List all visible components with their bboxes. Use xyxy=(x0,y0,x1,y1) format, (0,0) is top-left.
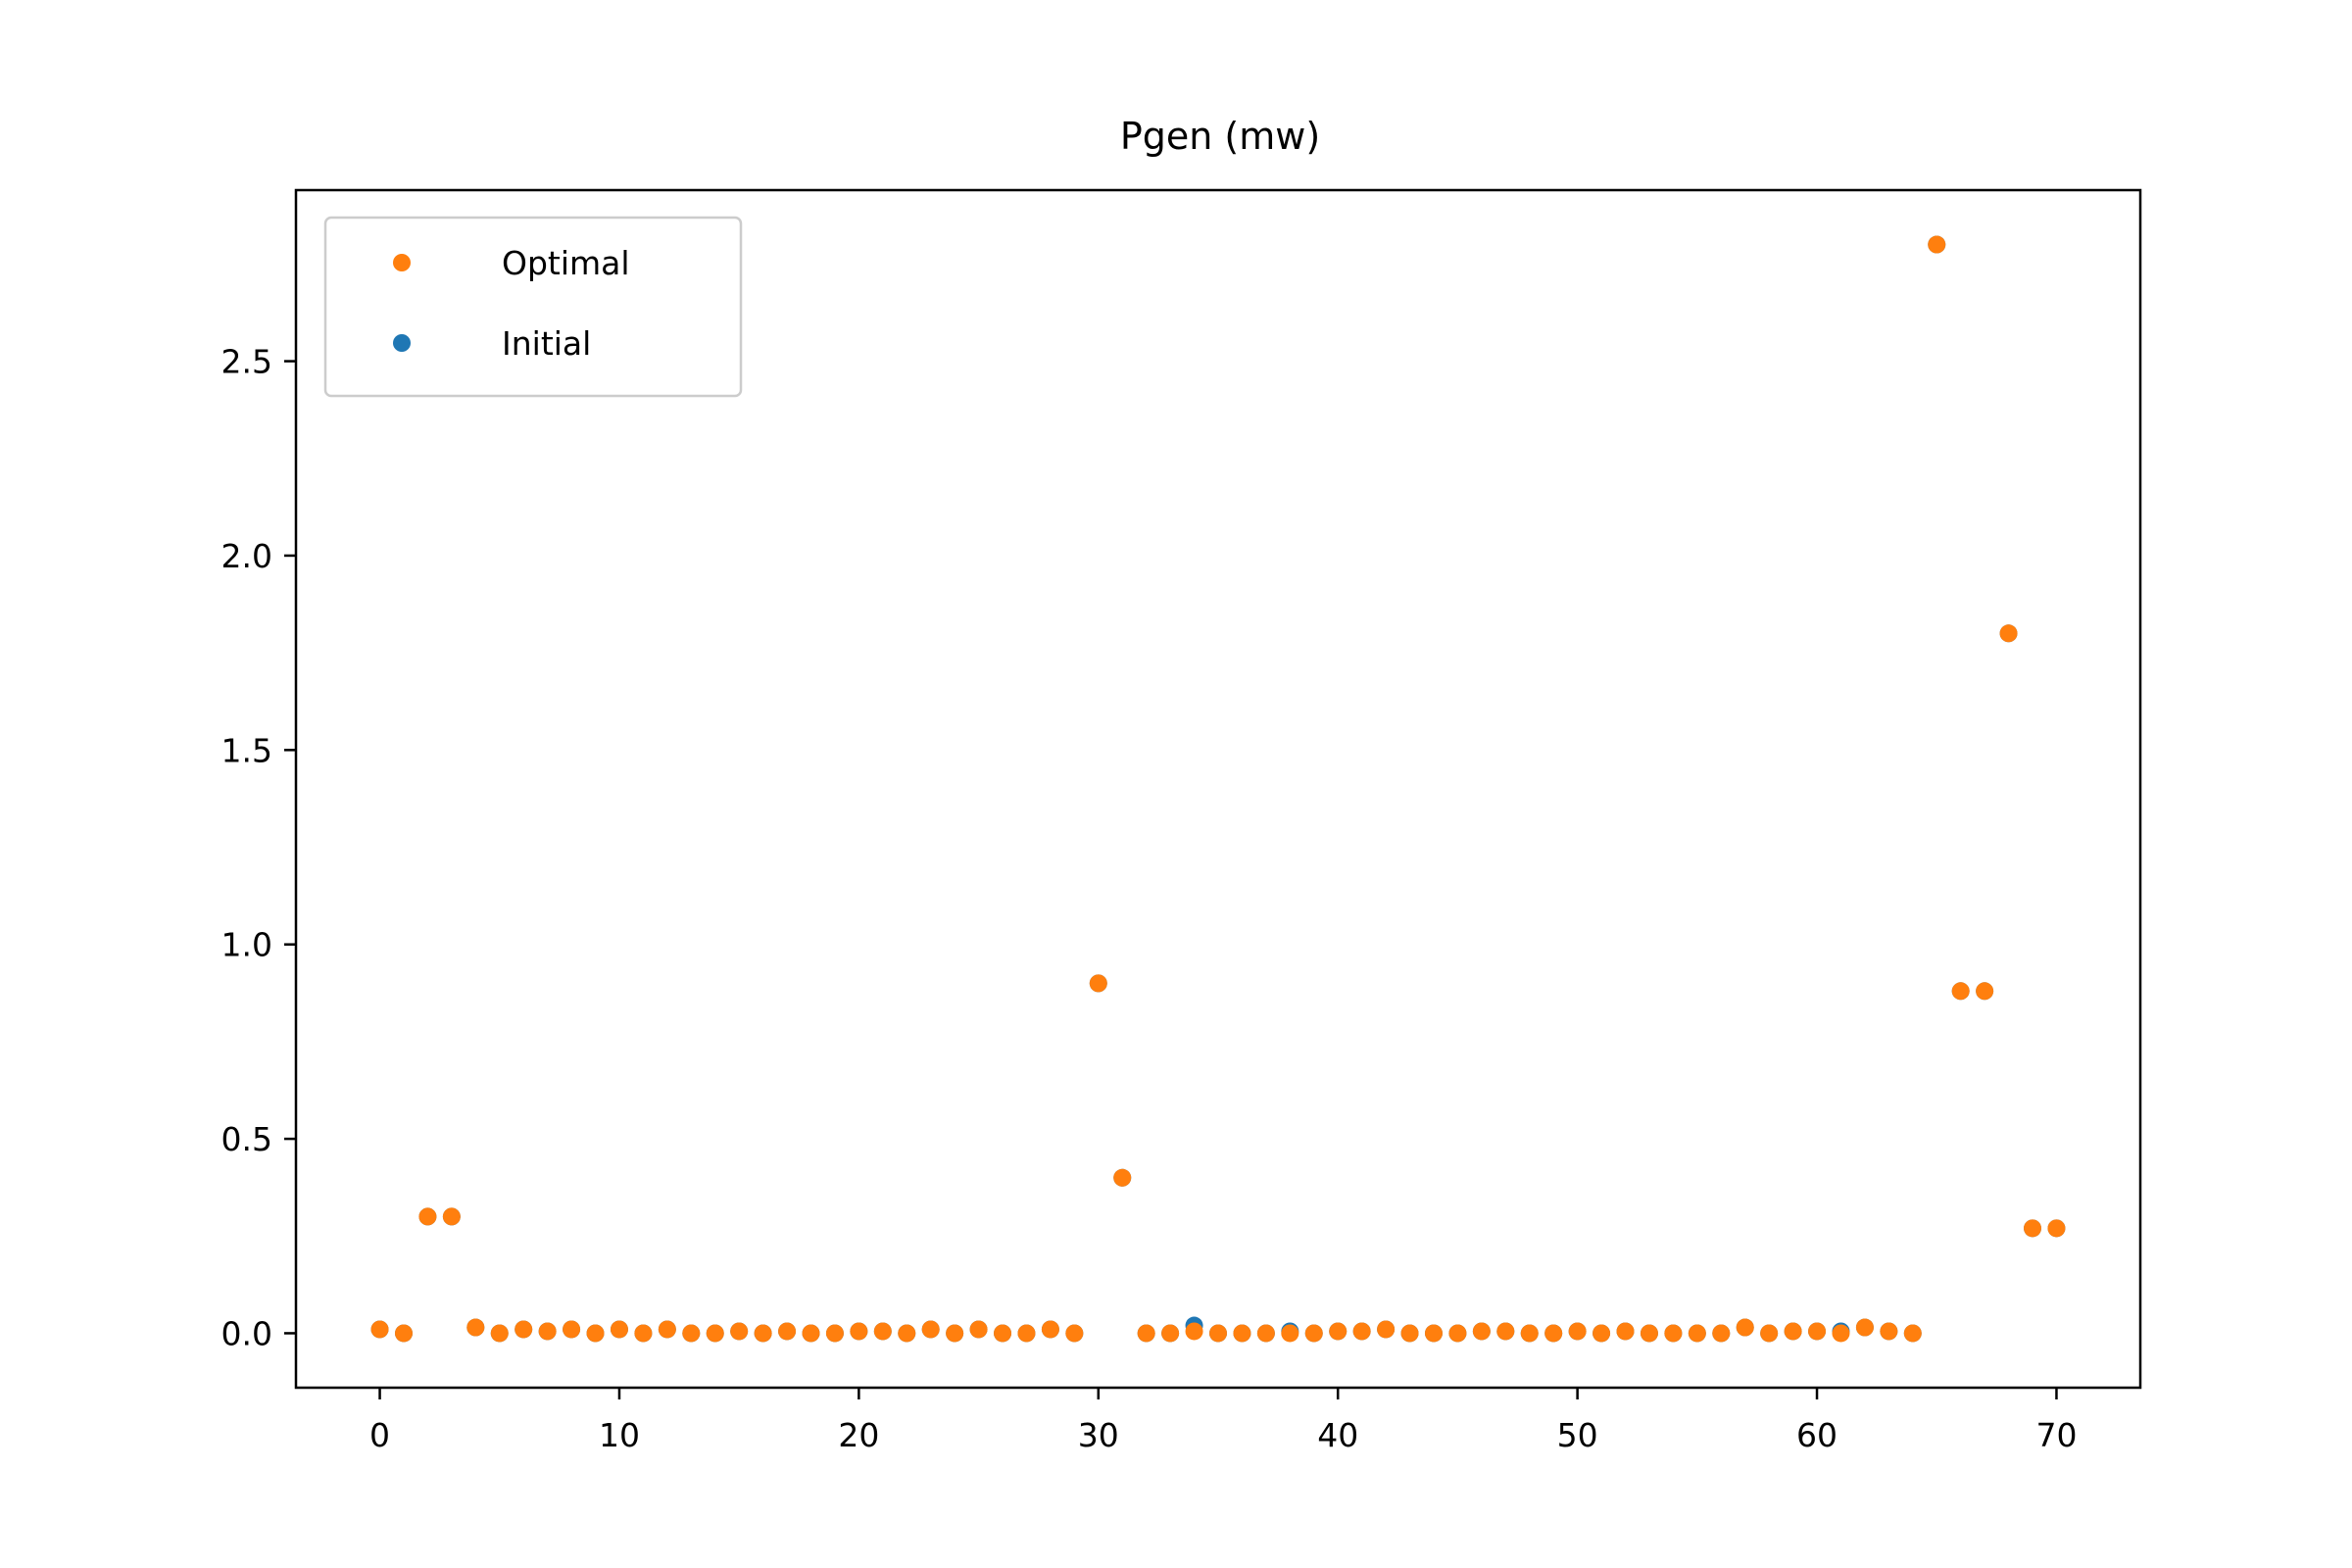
y-tick-label-1: 1.0 xyxy=(221,926,272,964)
point-optimal-66 xyxy=(1951,982,1970,1001)
point-optimal-42 xyxy=(1377,1320,1396,1339)
point-optimal-25 xyxy=(969,1320,988,1339)
point-optimal-13 xyxy=(682,1324,701,1343)
point-optimal-51 xyxy=(1592,1324,1611,1343)
point-optimal-59 xyxy=(1784,1322,1802,1341)
point-optimal-61 xyxy=(1832,1324,1850,1343)
point-optimal-49 xyxy=(1544,1324,1563,1343)
point-optimal-37 xyxy=(1256,1324,1275,1343)
y-tick-label-2: 2.0 xyxy=(221,537,272,575)
point-optimal-16 xyxy=(754,1324,772,1343)
point-optimal-28 xyxy=(1041,1320,1059,1339)
point-optimal-15 xyxy=(730,1322,749,1341)
x-tick-label-40: 40 xyxy=(1317,1416,1358,1454)
legend-label-initial: Initial xyxy=(502,324,591,363)
point-optimal-1 xyxy=(394,1324,413,1343)
point-optimal-57 xyxy=(1736,1318,1754,1337)
plot-frame xyxy=(294,188,2142,1390)
x-tick-label-0: 0 xyxy=(369,1416,390,1454)
point-optimal-60 xyxy=(1808,1322,1827,1341)
point-optimal-63 xyxy=(1880,1322,1898,1341)
point-optimal-70 xyxy=(2047,1219,2066,1238)
point-optimal-8 xyxy=(563,1320,581,1339)
point-optimal-45 xyxy=(1448,1324,1467,1343)
point-optimal-47 xyxy=(1496,1322,1515,1341)
point-optimal-3 xyxy=(442,1207,461,1226)
point-optimal-62 xyxy=(1855,1318,1874,1337)
point-optimal-43 xyxy=(1400,1324,1419,1343)
x-tick-label-20: 20 xyxy=(838,1416,879,1454)
point-optimal-26 xyxy=(994,1324,1012,1343)
point-optimal-34 xyxy=(1185,1322,1203,1341)
point-optimal-29 xyxy=(1065,1324,1084,1343)
y-tick-label-0.5: 0.5 xyxy=(221,1120,272,1158)
y-tick-label-2.5: 2.5 xyxy=(221,343,272,381)
chart-title: Pgen (mw) xyxy=(1120,115,1320,158)
legend-box xyxy=(323,216,743,398)
point-optimal-11 xyxy=(634,1324,653,1343)
point-optimal-18 xyxy=(802,1324,820,1343)
point-optimal-31 xyxy=(1113,1168,1132,1187)
point-optimal-39 xyxy=(1304,1324,1323,1343)
point-optimal-33 xyxy=(1161,1324,1180,1343)
point-optimal-52 xyxy=(1616,1322,1635,1341)
point-optimal-4 xyxy=(466,1318,485,1337)
x-tick-label-10: 10 xyxy=(599,1416,640,1454)
point-optimal-20 xyxy=(850,1322,868,1341)
point-optimal-64 xyxy=(1903,1324,1922,1343)
x-tick-label-70: 70 xyxy=(2035,1416,2077,1454)
point-optimal-23 xyxy=(921,1320,940,1339)
point-optimal-35 xyxy=(1209,1324,1227,1343)
point-optimal-65 xyxy=(1928,235,1946,254)
point-optimal-14 xyxy=(706,1324,724,1343)
point-optimal-2 xyxy=(418,1207,437,1226)
point-optimal-0 xyxy=(370,1320,389,1339)
point-optimal-46 xyxy=(1472,1322,1491,1341)
point-optimal-40 xyxy=(1329,1322,1348,1341)
point-optimal-41 xyxy=(1352,1322,1371,1341)
point-optimal-30 xyxy=(1089,974,1107,993)
point-optimal-10 xyxy=(610,1320,628,1339)
point-optimal-19 xyxy=(825,1324,844,1343)
point-optimal-55 xyxy=(1688,1324,1706,1343)
point-optimal-53 xyxy=(1640,1324,1658,1343)
legend-marker-optimal xyxy=(393,254,411,271)
legend-label-optimal: Optimal xyxy=(502,244,630,282)
point-optimal-54 xyxy=(1664,1324,1683,1343)
point-optimal-58 xyxy=(1760,1324,1779,1343)
point-optimal-12 xyxy=(658,1320,676,1339)
point-optimal-7 xyxy=(538,1322,557,1341)
x-tick-label-60: 60 xyxy=(1796,1416,1838,1454)
point-optimal-69 xyxy=(2024,1219,2042,1238)
point-optimal-21 xyxy=(873,1322,892,1341)
point-optimal-6 xyxy=(514,1320,533,1339)
point-optimal-56 xyxy=(1712,1324,1731,1343)
x-axis: 0 10 20 30 40 50 60 70 xyxy=(369,1388,2077,1454)
point-optimal-24 xyxy=(946,1324,964,1343)
point-optimal-44 xyxy=(1424,1324,1443,1343)
point-optimal-22 xyxy=(898,1324,916,1343)
y-axis: 0.0 0.5 1.0 1.5 2.0 2.5 xyxy=(221,343,296,1352)
point-optimal-5 xyxy=(490,1324,509,1343)
data-points xyxy=(370,235,2066,1343)
point-optimal-32 xyxy=(1137,1324,1155,1343)
point-optimal-9 xyxy=(586,1324,605,1343)
point-optimal-38 xyxy=(1281,1324,1299,1343)
point-optimal-67 xyxy=(1976,982,1994,1001)
legend: Optimal Initial xyxy=(323,216,743,398)
legend-marker-initial xyxy=(393,334,411,352)
point-optimal-68 xyxy=(1999,624,2018,643)
x-tick-label-50: 50 xyxy=(1557,1416,1598,1454)
point-optimal-27 xyxy=(1017,1324,1036,1343)
point-optimal-50 xyxy=(1568,1322,1587,1341)
point-optimal-36 xyxy=(1233,1324,1251,1343)
y-tick-label-0: 0.0 xyxy=(221,1314,272,1352)
point-optimal-48 xyxy=(1520,1324,1539,1343)
x-tick-label-30: 30 xyxy=(1078,1416,1119,1454)
point-optimal-17 xyxy=(778,1322,797,1341)
y-tick-label-1.5: 1.5 xyxy=(221,731,272,769)
